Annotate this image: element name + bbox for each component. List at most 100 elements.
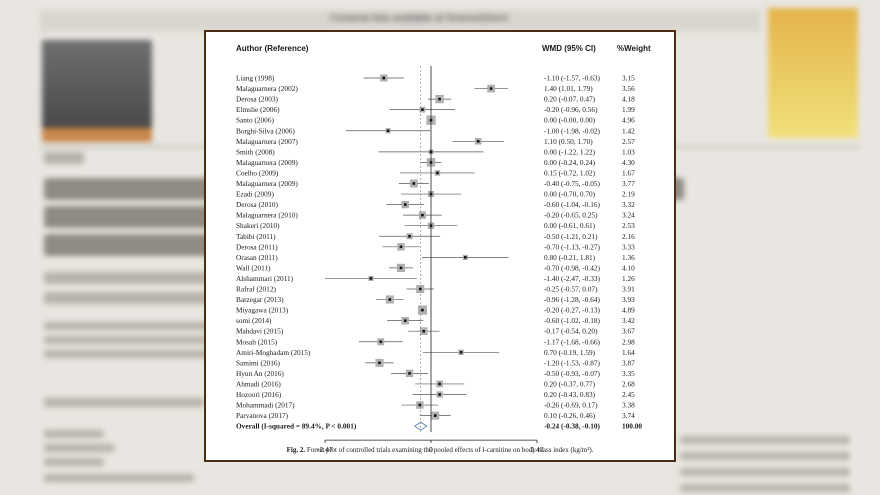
- study-weight-label: 1.67: [622, 168, 635, 177]
- bg-text-line: [680, 452, 850, 460]
- study-point-estimate: [399, 266, 403, 270]
- study-row: Elmslie (2006) -0.20 (-0.96, 0.56) 1.99: [236, 105, 635, 114]
- study-ci-label: -0.70 (-0.98, -0.42): [544, 263, 601, 272]
- study-author-label: Malaguarnera (2009): [236, 179, 298, 188]
- study-author-label: Shakeri (2010): [236, 221, 280, 230]
- study-author-label: Coelho (2009): [236, 168, 279, 177]
- figure-caption: Fig. 2. Forest plot of controlled trials…: [287, 446, 594, 454]
- study-point-estimate: [369, 277, 373, 280]
- study-ci-label: -1.40 (-2.47, -0.33): [544, 274, 601, 283]
- study-weight-label: 4.18: [622, 95, 635, 104]
- study-point-estimate: [436, 171, 439, 175]
- study-row: Malaguarnera (2009) 0.00 (-0.24, 0.24) 4.3…: [236, 158, 635, 167]
- study-ci-label: 0.15 (-0.72, 1.02): [544, 168, 596, 177]
- study-row: Shakeri (2010) 0.00 (-0.61, 0.61) 2.53: [236, 221, 635, 230]
- overall-row: Overall (I-squared = 89.4%, P < 0.001) -0…: [236, 422, 642, 431]
- study-weight-label: 3.74: [622, 411, 635, 420]
- study-author-label: Ezadi (2009): [236, 190, 274, 199]
- study-row: Malaguarnera (2002) 1.40 (1.01, 1.79) 3.56: [236, 84, 635, 93]
- study-weight-label: 2.57: [622, 137, 635, 146]
- study-ci-label: 1.10 (0.50, 1.70): [544, 137, 593, 146]
- study-ci-label: 0.00 (-0.00, 0.00): [544, 116, 596, 125]
- study-row: Mosah (2015) -1.17 (-1.68, -0.66) 2.98: [236, 337, 635, 346]
- x-axis-tick-label: -2.47: [317, 447, 333, 454]
- study-point-estimate: [388, 298, 392, 301]
- study-row: Hozoori (2016) 0.20 (-0.43, 0.83) 2.45: [236, 390, 635, 399]
- study-ci-label: -1.00 (-1.98, -0.02): [544, 126, 601, 135]
- study-author-label: Mohammadi (2017): [236, 401, 295, 410]
- study-point-estimate: [421, 108, 424, 111]
- publisher-logo-bar: [42, 128, 152, 142]
- study-row: Mohammadi (2017) -0.26 (-0.69, 0.17) 3.38: [236, 401, 635, 410]
- study-weight-label: 3.33: [622, 242, 635, 251]
- study-ci-label: 0.20 (-0.43, 0.83): [544, 390, 596, 399]
- study-author-label: somi (2014): [236, 316, 272, 325]
- study-weight-label: 3.93: [622, 295, 635, 304]
- study-weight-label: 1.64: [622, 348, 635, 357]
- study-point-estimate: [399, 245, 403, 249]
- study-ci-label: 0.20 (-0.37, 0.77): [544, 379, 596, 388]
- study-ci-label: -0.50 (-1.21, 0.21): [544, 232, 598, 241]
- study-author-label: Rafraf (2012): [236, 285, 276, 294]
- study-weight-label: 3.15: [622, 74, 635, 83]
- study-weight-label: 1.42: [622, 126, 635, 135]
- study-weight-label: 4.89: [622, 306, 635, 315]
- study-row: Derosa (2010) -0.60 (-1.04, -0.16) 3.32: [236, 200, 635, 209]
- study-row: Coelho (2009) 0.15 (-0.72, 1.02) 1.67: [236, 168, 635, 177]
- study-author-label: Smith (2008): [236, 147, 275, 156]
- study-row: somi (2014) -0.60 (-1.02, -0.18) 3.42: [236, 316, 635, 325]
- study-ci-label: 0.00 (-0.70, 0.70): [544, 190, 596, 199]
- study-ci-label: -0.40 (-0.75, -0.05): [544, 179, 601, 188]
- study-ci-label: -0.50 (-0.93, -0.07): [544, 369, 601, 378]
- weight-column-header: %Weight: [617, 44, 651, 53]
- study-author-label: Amiri-Moghadam (2015): [236, 348, 311, 357]
- study-ci-label: -0.20 (-0.96, 0.56): [544, 105, 598, 114]
- study-author-label: Hyun An (2016): [236, 369, 284, 378]
- study-row: Derosa (2011) -0.70 (-1.13, -0.27) 3.33: [236, 242, 635, 251]
- study-point-estimate: [379, 340, 383, 344]
- study-point-estimate: [438, 382, 441, 386]
- study-weight-label: 2.45: [622, 390, 635, 399]
- study-author-label: Mosah (2015): [236, 337, 278, 346]
- study-row: Miyagawa (2013) -0.20 (-0.27, -0.13) 4.89: [236, 305, 635, 315]
- study-point-estimate: [421, 308, 424, 312]
- study-ci-label: -1.20 (-1.53, -0.87): [544, 358, 601, 367]
- study-row: Borghi-Silva (2006) -1.00 (-1.98, -0.02) 1…: [236, 126, 635, 135]
- study-weight-label: 2.98: [622, 337, 635, 346]
- study-weight-label: 1.26: [622, 274, 635, 283]
- overall-weight-label: 100.00: [622, 422, 642, 431]
- study-point-estimate: [418, 287, 422, 291]
- study-weight-label: 3.38: [622, 401, 635, 410]
- study-ci-label: 0.00 (-0.61, 0.61): [544, 221, 596, 230]
- study-weight-label: 3.32: [622, 200, 635, 209]
- bg-text-line: [44, 152, 84, 164]
- study-author-label: Wall (2011): [236, 263, 271, 272]
- study-point-estimate: [408, 372, 411, 375]
- study-row: Barzegar (2013) -0.96 (-1.28, -0.64) 3.93: [236, 295, 635, 304]
- study-row: Amiri-Moghadam (2015) 0.70 (-0.19, 1.59) 1…: [236, 348, 635, 357]
- study-ci-label: 0.70 (-0.19, 1.59): [544, 348, 596, 357]
- study-author-label: Derosa (2010): [236, 200, 279, 209]
- x-axis-tick-label: 2.47: [530, 447, 544, 454]
- study-author-label: Barzegar (2013): [236, 295, 284, 304]
- study-point-estimate: [403, 203, 407, 206]
- study-weight-label: 3.77: [622, 179, 635, 188]
- study-author-label: Orasan (2011): [236, 253, 278, 262]
- study-weight-label: 4.10: [622, 263, 635, 272]
- study-ci-label: -0.26 (-0.69, 0.17): [544, 401, 598, 410]
- study-author-label: Miyagawa (2013): [236, 306, 289, 315]
- study-point-estimate: [386, 129, 390, 133]
- study-weight-label: 1.03: [622, 147, 635, 156]
- study-point-estimate: [476, 140, 480, 143]
- journal-cover: [768, 8, 858, 138]
- study-weight-label: 3.35: [622, 369, 635, 378]
- study-row: Wall (2011) -0.70 (-0.98, -0.42) 4.10: [236, 263, 635, 272]
- study-weight-label: 1.99: [622, 105, 635, 114]
- study-author-label: Mahdavi (2015): [236, 327, 284, 336]
- study-author-label: Derosa (2003): [236, 95, 279, 104]
- study-author-label: Tabibi (2011): [236, 232, 276, 241]
- study-author-label: Liang (1998): [236, 74, 275, 83]
- study-ci-label: -1.17 (-1.68, -0.66): [544, 337, 601, 346]
- caption-text: Forest plot of controlled trials examini…: [307, 446, 594, 454]
- study-weight-label: 3.67: [622, 327, 635, 336]
